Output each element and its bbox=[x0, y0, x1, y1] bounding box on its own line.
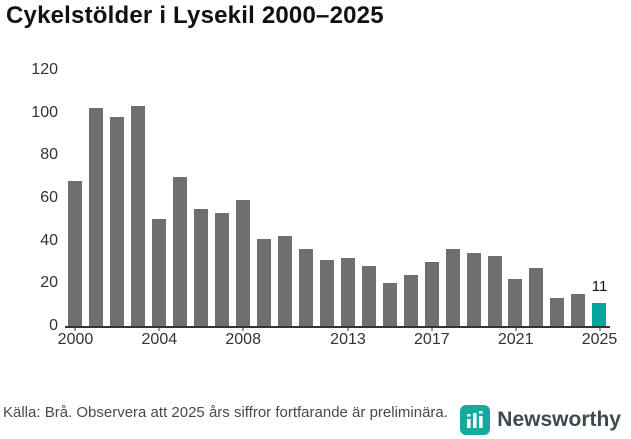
x-tick-label-2025: 2025 bbox=[581, 331, 618, 348]
x-tick-label-2008: 2008 bbox=[225, 331, 261, 348]
x-tick-mark bbox=[158, 326, 160, 331]
bar-2024 bbox=[571, 294, 586, 326]
y-tick-label-60: 60 bbox=[40, 189, 58, 206]
bar-2004 bbox=[152, 219, 167, 326]
bar-chart-badge-icon bbox=[460, 405, 491, 435]
y-tick-label-0: 0 bbox=[49, 317, 58, 334]
y-axis-labels: 0 20 40 60 80 100 120 bbox=[0, 61, 58, 334]
bar-2021 bbox=[508, 279, 523, 326]
newsworthy-logo: Newsworthy bbox=[460, 405, 621, 435]
y-tick-label-100: 100 bbox=[31, 103, 58, 121]
bar-2000 bbox=[68, 180, 83, 326]
bars bbox=[65, 70, 610, 326]
chart-title: Cykelstölder i Lysekil 2000–2025 bbox=[6, 2, 384, 29]
bar-2019 bbox=[466, 253, 481, 326]
newsworthy-wordmark: Newsworthy bbox=[497, 408, 621, 431]
x-tick-mark bbox=[74, 326, 76, 331]
bar-2014 bbox=[361, 266, 376, 326]
x-tick-mark bbox=[242, 326, 244, 331]
x-tick-label-2021: 2021 bbox=[497, 331, 534, 348]
y-tick-label-40: 40 bbox=[40, 231, 58, 249]
plot-area: 11 bbox=[65, 70, 610, 328]
x-tick-mark bbox=[347, 326, 349, 331]
x-tick-label-2013: 2013 bbox=[330, 331, 366, 348]
bar-2018 bbox=[445, 249, 460, 326]
value-label: 11 bbox=[591, 277, 608, 295]
bar-2001 bbox=[89, 108, 104, 326]
bar-2023 bbox=[550, 298, 565, 326]
bar-2022 bbox=[529, 268, 544, 326]
x-tick-label-2004: 2004 bbox=[141, 331, 178, 348]
y-tick-label-120: 120 bbox=[31, 61, 58, 78]
bar-2011 bbox=[298, 249, 313, 326]
y-tick-label-20: 20 bbox=[40, 274, 58, 292]
bar-2007 bbox=[215, 212, 230, 326]
bar-2008 bbox=[236, 200, 251, 326]
bar-2025 bbox=[592, 302, 607, 326]
source-note: Källa: Brå. Observera att 2025 års siffr… bbox=[3, 404, 448, 421]
bar-2016 bbox=[403, 274, 418, 326]
x-tick-mark bbox=[599, 326, 601, 331]
x-axis-labels: 2000 2004 2008 2013 2017 2021 2025 bbox=[58, 326, 617, 355]
bar-2012 bbox=[319, 259, 334, 326]
bar-2006 bbox=[194, 208, 209, 326]
bar-2013 bbox=[340, 257, 355, 326]
bar-2005 bbox=[173, 176, 188, 326]
bar-2003 bbox=[131, 106, 146, 326]
y-tick-label-80: 80 bbox=[40, 146, 58, 164]
x-tick-label-2000: 2000 bbox=[57, 331, 94, 348]
bar-2020 bbox=[487, 255, 502, 326]
bar-2002 bbox=[110, 116, 125, 326]
bar-2015 bbox=[382, 283, 397, 326]
x-tick-mark bbox=[431, 326, 433, 331]
x-tick-label-2017: 2017 bbox=[414, 331, 450, 348]
bar-2017 bbox=[424, 262, 439, 326]
bar-2009 bbox=[257, 238, 272, 326]
bar-2010 bbox=[278, 236, 292, 326]
x-tick-mark bbox=[515, 326, 517, 331]
